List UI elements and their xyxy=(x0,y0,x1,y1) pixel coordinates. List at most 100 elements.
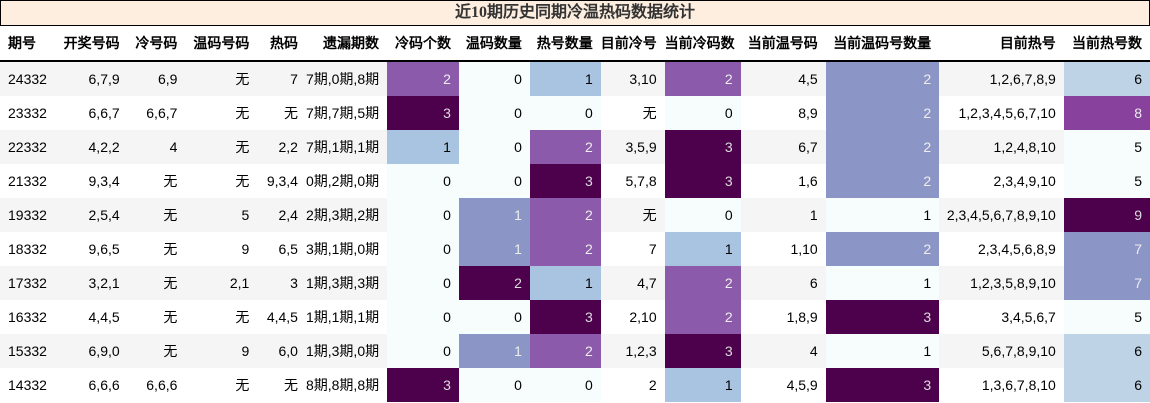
table-row: 15332 6,9,0 无 9 6,0 1期,3期,0期 0 1 2 1,2,3… xyxy=(0,334,1150,368)
cell-cold: 无 xyxy=(127,232,186,266)
cell-cur-warm: 6 xyxy=(740,266,826,300)
cell-hot-count: 1 xyxy=(529,266,601,300)
cell-cold: 4 xyxy=(127,130,186,164)
cell-cur-hot-count: 7 xyxy=(1063,266,1150,300)
cell-cur-cold: 5,7,8 xyxy=(600,164,665,198)
cell-warm: 9 xyxy=(185,334,258,368)
cell-warm: 2,1 xyxy=(185,266,258,300)
cell-warm: 无 xyxy=(185,368,258,402)
cell-cur-hot-count: 7 xyxy=(1063,232,1150,266)
cell-warm-count: 2 xyxy=(458,266,530,300)
cell-cur-hot-count: 6 xyxy=(1063,368,1150,402)
cell-cur-cold-count: 0 xyxy=(664,198,741,232)
cell-cur-hot-count: 5 xyxy=(1063,300,1150,334)
cell-cold: 无 xyxy=(127,266,186,300)
col-cur-hot-count: 当前热号数 xyxy=(1063,26,1150,62)
cell-warm-count: 0 xyxy=(458,61,530,96)
cell-cur-hot: 3,4,5,6,7 xyxy=(939,300,1064,334)
cell-cold-count: 3 xyxy=(387,96,459,130)
cell-cur-hot-count: 9 xyxy=(1063,198,1150,232)
cell-warm: 无 xyxy=(185,96,258,130)
cell-hot-count: 2 xyxy=(529,232,601,266)
cell-draw: 4,4,5 xyxy=(56,300,128,334)
cell-warm: 无 xyxy=(185,300,258,334)
cell-hot-count: 3 xyxy=(529,164,601,198)
stats-table: 期号 开奖号码 冷号码 温码号码 热码 遗漏期数 冷码个数 温码数量 热号数量 … xyxy=(0,26,1150,402)
cell-hot: 2,2 xyxy=(257,130,306,164)
col-draw: 开奖号码 xyxy=(56,26,128,62)
cell-cur-cold-count: 3 xyxy=(664,164,741,198)
cell-warm: 5 xyxy=(185,198,258,232)
cell-warm-count: 0 xyxy=(458,96,530,130)
col-cur-warm: 当前温号码 xyxy=(740,26,826,62)
cell-cur-cold-count: 3 xyxy=(664,334,741,368)
cell-cur-warm-count: 1 xyxy=(825,198,940,232)
cell-warm-count: 0 xyxy=(458,164,530,198)
cell-cur-hot: 2,3,4,5,6,8,9 xyxy=(939,232,1064,266)
cell-cur-warm-count: 1 xyxy=(825,266,940,300)
cell-cur-hot-count: 6 xyxy=(1063,61,1150,96)
col-hot-count: 热号数量 xyxy=(529,26,601,62)
cell-issue: 16332 xyxy=(0,300,57,334)
cell-cur-cold: 2 xyxy=(600,368,665,402)
col-cur-warm-count: 当前温码号数量 xyxy=(825,26,940,62)
cell-missed: 1期,3期,3期 xyxy=(305,266,388,300)
table-row: 21332 9,3,4 无 无 9,3,4 0期,2期,0期 0 0 3 5,7… xyxy=(0,164,1150,198)
cell-issue: 23332 xyxy=(0,96,57,130)
cell-issue: 17332 xyxy=(0,266,57,300)
cell-cur-cold-count: 1 xyxy=(664,232,741,266)
cell-cold-count: 0 xyxy=(387,198,459,232)
cell-cur-cold-count: 3 xyxy=(664,130,741,164)
cell-cur-cold: 无 xyxy=(600,198,665,232)
cell-hot: 3 xyxy=(257,266,306,300)
cell-draw: 9,3,4 xyxy=(56,164,128,198)
table-row: 22332 4,2,2 4 无 2,2 7期,1期,1期 1 0 2 3,5,9… xyxy=(0,130,1150,164)
cell-draw: 2,5,4 xyxy=(56,198,128,232)
cell-cur-warm-count: 1 xyxy=(825,334,940,368)
cell-missed: 2期,3期,2期 xyxy=(305,198,388,232)
cell-warm-count: 1 xyxy=(458,232,530,266)
cell-cold: 6,6,7 xyxy=(127,96,186,130)
cell-cold-count: 2 xyxy=(387,61,459,96)
col-cur-cold: 目前冷号 xyxy=(600,26,665,62)
col-hot: 热码 xyxy=(257,26,306,62)
cell-draw: 4,2,2 xyxy=(56,130,128,164)
cell-cur-warm: 6,7 xyxy=(740,130,826,164)
cell-cur-warm: 4 xyxy=(740,334,826,368)
cell-cur-cold: 无 xyxy=(600,96,665,130)
cell-issue: 21332 xyxy=(0,164,57,198)
cell-cur-hot: 2,3,4,9,10 xyxy=(939,164,1064,198)
cell-warm-count: 0 xyxy=(458,300,530,334)
cell-cur-hot: 5,6,7,8,9,10 xyxy=(939,334,1064,368)
cell-missed: 7期,0期,8期 xyxy=(305,61,388,96)
cell-cur-warm-count: 2 xyxy=(825,61,940,96)
cell-hot-count: 1 xyxy=(529,61,601,96)
cell-hot: 6,5 xyxy=(257,232,306,266)
cell-hot: 2,4 xyxy=(257,198,306,232)
table-row: 17332 3,2,1 无 2,1 3 1期,3期,3期 0 2 1 4,7 2… xyxy=(0,266,1150,300)
cell-cur-hot: 1,2,4,8,10 xyxy=(939,130,1064,164)
col-warm: 温码号码 xyxy=(185,26,258,62)
cell-hot-count: 2 xyxy=(529,130,601,164)
col-cur-hot: 目前热号 xyxy=(939,26,1064,62)
cell-warm-count: 0 xyxy=(458,368,530,402)
col-issue: 期号 xyxy=(0,26,57,62)
cell-cold: 6,9 xyxy=(127,61,186,96)
cell-cur-cold-count: 0 xyxy=(664,96,741,130)
cell-cur-hot: 1,2,6,7,8,9 xyxy=(939,61,1064,96)
cell-issue: 15332 xyxy=(0,334,57,368)
cell-issue: 22332 xyxy=(0,130,57,164)
cell-cold-count: 0 xyxy=(387,300,459,334)
cell-missed: 7期,7期,5期 xyxy=(305,96,388,130)
cell-cur-warm: 1,6 xyxy=(740,164,826,198)
cell-cold-count: 1 xyxy=(387,130,459,164)
cell-issue: 14332 xyxy=(0,368,57,402)
cell-cur-warm-count: 2 xyxy=(825,130,940,164)
table-row: 18332 9,6,5 无 9 6,5 3期,1期,0期 0 1 2 7 1 1… xyxy=(0,232,1150,266)
cell-cur-warm-count: 3 xyxy=(825,300,940,334)
col-cold: 冷号码 xyxy=(127,26,186,62)
col-cur-cold-count: 当前冷码数 xyxy=(664,26,741,62)
cell-cur-warm: 1 xyxy=(740,198,826,232)
cell-cur-hot: 2,3,4,5,6,7,8,9,10 xyxy=(939,198,1064,232)
cell-cold-count: 0 xyxy=(387,164,459,198)
